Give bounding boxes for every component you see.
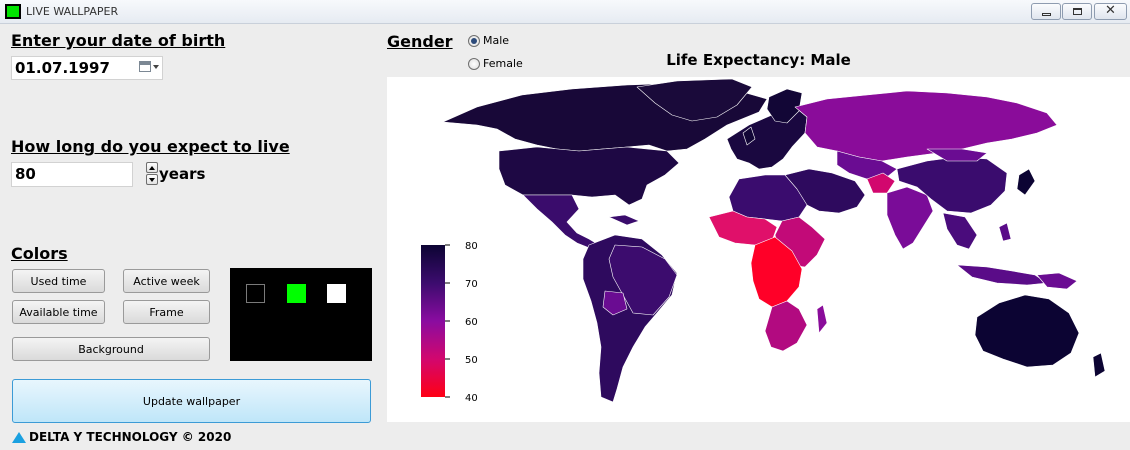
colorbar-tick-label: 70 xyxy=(465,279,478,290)
life-expectancy-label: How long do you expect to live xyxy=(11,137,290,156)
region-se-asia xyxy=(942,212,978,250)
life-expectancy-map: 80 70 60 50 40 xyxy=(387,77,1130,422)
region-scandinavia xyxy=(766,88,803,124)
chart-title: Life Expectancy: Male xyxy=(666,51,851,69)
region-mongolia xyxy=(926,148,988,162)
active-week-button[interactable]: Active week xyxy=(123,269,210,293)
colorbar-tick-label: 40 xyxy=(465,393,478,404)
gender-label: Gender xyxy=(387,32,453,51)
close-icon: ✕ xyxy=(1105,3,1116,18)
minimize-button[interactable] xyxy=(1031,3,1061,20)
region-southern-africa xyxy=(764,300,808,352)
region-brazil xyxy=(608,244,678,316)
region-russia xyxy=(794,90,1058,162)
spin-up-button[interactable] xyxy=(146,162,158,173)
colors-label: Colors xyxy=(11,244,68,263)
minimize-icon xyxy=(1042,13,1051,16)
region-usa xyxy=(498,146,680,206)
available-time-swatch xyxy=(287,284,306,303)
window-title: LIVE WALLPAPER xyxy=(26,5,119,18)
update-wallpaper-button[interactable]: Update wallpaper xyxy=(12,379,371,423)
colorbar-tick-label: 80 xyxy=(465,241,478,252)
region-bolivia xyxy=(602,290,628,316)
used-time-button[interactable]: Used time xyxy=(12,269,105,293)
arrow-down-icon xyxy=(149,178,155,182)
region-indonesia xyxy=(956,264,1048,286)
colorbar-tick-label: 50 xyxy=(465,355,478,366)
background-button[interactable]: Background xyxy=(12,337,210,361)
color-preview xyxy=(230,268,372,361)
years-spinbox[interactable]: 80 xyxy=(11,162,158,187)
used-time-swatch xyxy=(246,284,265,303)
region-south-asia xyxy=(886,186,934,250)
years-input[interactable]: 80 xyxy=(11,162,133,187)
region-uk xyxy=(742,126,756,146)
delta-logo-icon xyxy=(12,432,26,443)
maximize-icon xyxy=(1073,8,1082,15)
colorbar xyxy=(421,245,445,397)
male-radio-label[interactable]: Male xyxy=(483,34,510,47)
region-japan xyxy=(1016,168,1036,196)
birth-date-label: Enter your date of birth xyxy=(11,31,226,50)
world-map: 80 70 60 50 40 xyxy=(421,78,1106,404)
female-radio-label[interactable]: Female xyxy=(483,57,523,70)
calendar-icon[interactable] xyxy=(139,61,151,72)
frame-swatch xyxy=(327,284,346,303)
region-papua xyxy=(1036,272,1078,290)
male-radio[interactable] xyxy=(468,35,480,47)
region-west-africa xyxy=(708,210,778,246)
frame-button[interactable]: Frame xyxy=(123,300,210,324)
footer-copyright: DELTA Y TECHNOLOGY © 2020 xyxy=(29,430,232,444)
available-time-button[interactable]: Available time xyxy=(12,300,105,324)
region-australia xyxy=(974,294,1080,368)
maximize-button[interactable] xyxy=(1062,3,1092,20)
birth-date-input[interactable]: 01.07.1997 xyxy=(11,56,163,80)
years-unit-label: years xyxy=(159,165,206,183)
chevron-down-icon[interactable] xyxy=(153,65,159,69)
colorbar-ticks: 80 70 60 50 40 xyxy=(445,241,478,404)
region-greenland xyxy=(636,78,753,122)
region-philippines xyxy=(998,222,1012,242)
region-afghanistan xyxy=(866,172,896,194)
years-value: 80 xyxy=(15,165,36,183)
arrow-up-icon xyxy=(149,166,155,170)
female-radio[interactable] xyxy=(468,58,480,70)
close-button[interactable]: ✕ xyxy=(1094,3,1127,20)
colorbar-tick-label: 60 xyxy=(465,317,478,328)
spin-down-button[interactable] xyxy=(146,174,158,185)
title-bar: LIVE WALLPAPER ✕ xyxy=(0,0,1130,24)
region-madagascar xyxy=(816,304,828,334)
region-caribbean xyxy=(608,214,640,226)
birth-date-value: 01.07.1997 xyxy=(15,59,110,77)
region-new-zealand xyxy=(1092,352,1106,378)
app-icon xyxy=(5,4,21,19)
